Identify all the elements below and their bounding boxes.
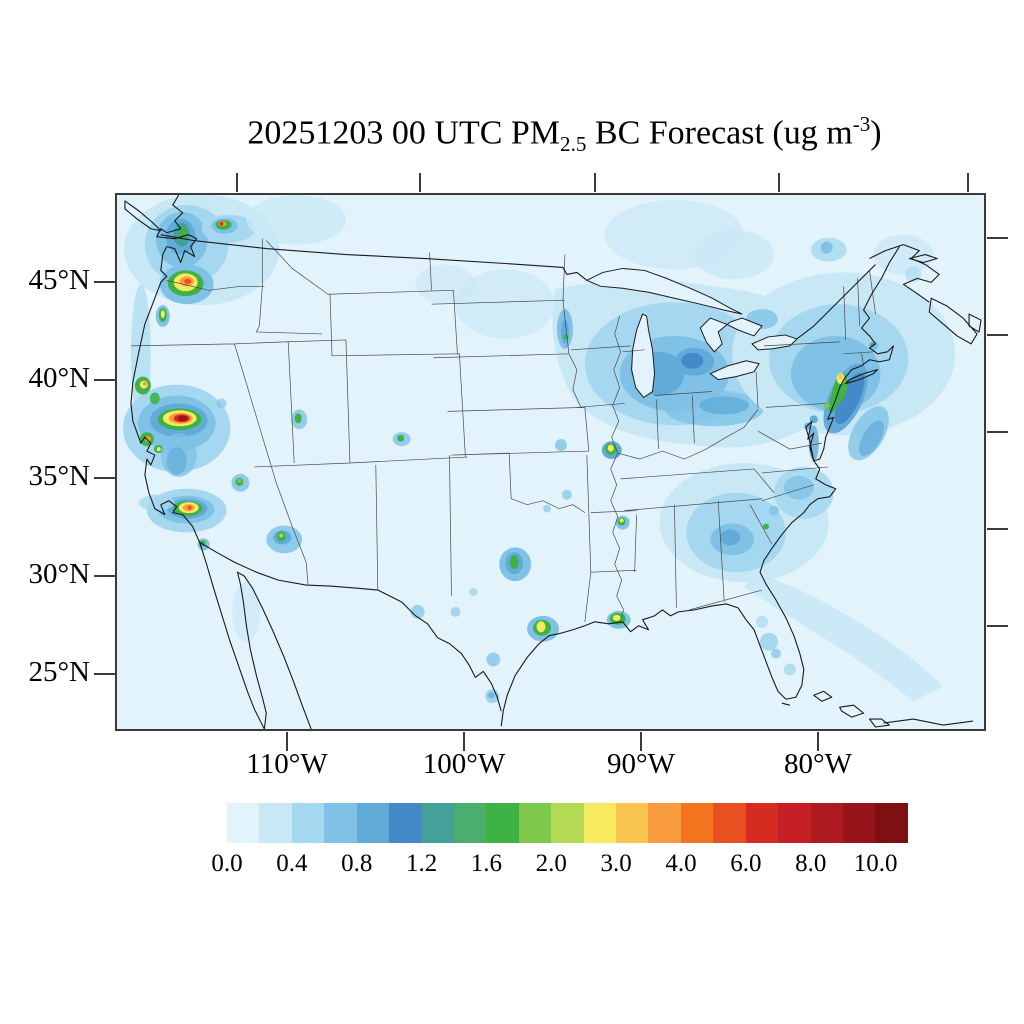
hotspot-southern-california [138, 398, 308, 642]
colorbar-tick-label: 1.6 [470, 850, 503, 877]
top-axis-tick [236, 173, 238, 192]
colorbar-cell [616, 803, 649, 843]
right-axis-tick [987, 431, 1008, 433]
x-axis-label: 110°W [246, 748, 328, 780]
colorbar-cell [713, 803, 746, 843]
long-island [845, 369, 879, 385]
prince-edward-island [908, 254, 938, 264]
y-axis-tick [94, 379, 115, 381]
x-axis-label: 100°W [422, 748, 506, 780]
colorbar-tick-label: 3.0 [600, 850, 632, 877]
colorbar-cell [421, 803, 454, 843]
lake-superior [585, 267, 743, 315]
title-middle: BC Forecast (ug m [586, 114, 853, 152]
colorbar-cell [778, 803, 811, 843]
st-lawrence [796, 264, 876, 340]
lake-huron [699, 317, 763, 353]
colorbar-cell [680, 803, 714, 843]
canada-border [160, 234, 588, 281]
y-axis-tick [94, 281, 115, 283]
top-axis-tick [967, 173, 969, 192]
x-axis-tick [286, 732, 288, 751]
x-axis-tick [463, 732, 465, 751]
lake-ontario [751, 334, 798, 351]
y-axis-tick [94, 477, 115, 479]
right-axis-tick [987, 528, 1008, 530]
x-axis-tick [817, 732, 819, 751]
hotspot-pacific-northwest [123, 195, 280, 424]
colorbar-tick-label: 10.0 [853, 850, 898, 877]
y-axis-label: 45°N [28, 264, 90, 296]
colorbar-cell [843, 803, 876, 843]
top-axis-tick [778, 173, 780, 192]
colorbar-cell [745, 803, 779, 843]
east-gulf-coast [500, 246, 900, 727]
colorbar-cell [583, 803, 617, 843]
colorbar-cell [356, 803, 390, 843]
right-axis-tick [987, 237, 1008, 239]
colorbar-cell [486, 803, 519, 843]
hotspot-northeast [246, 195, 956, 462]
colorbar-tick-label: 6.0 [730, 850, 762, 877]
top-axis-tick [419, 173, 421, 192]
colorbar-cell [518, 803, 552, 843]
title-superscript: -3 [852, 112, 871, 136]
colorbar-tick-label: 2.0 [535, 850, 567, 877]
great-lakes [585, 267, 798, 399]
colorbar-tick-label: 0.0 [211, 850, 243, 877]
title-subscript: 2.5 [560, 132, 587, 157]
bahamas-cuba [781, 690, 974, 728]
vancouver-island [124, 200, 162, 232]
colorbar-tick-label: 0.8 [341, 850, 373, 877]
colorbar-cell [291, 803, 325, 843]
field-southeast [659, 462, 944, 702]
colorbar-tick-label: 0.4 [276, 850, 308, 877]
title-prefix: 20251203 00 UTC PM [247, 114, 561, 152]
top-axis-tick [594, 173, 596, 192]
map-plot-area [115, 193, 986, 731]
y-axis-label: 40°N [28, 362, 90, 394]
colorbar-tick-label: 4.0 [665, 850, 697, 877]
x-axis-label: 90°W [607, 748, 675, 780]
lake-michigan [631, 313, 656, 399]
colorbar [227, 803, 908, 843]
nova-scotia [928, 297, 978, 345]
y-axis-tick [94, 673, 115, 675]
cape-breton [968, 313, 982, 333]
x-axis-tick [640, 732, 642, 751]
state-borders [130, 238, 876, 622]
coastlines [124, 195, 982, 729]
y-axis-label: 35°N [28, 460, 90, 492]
us-forecast-map [117, 195, 984, 729]
y-axis-tick [94, 575, 115, 577]
colorbar-tick-label: 1.2 [405, 850, 438, 877]
maritimes [869, 244, 940, 303]
chart-title: 20251203 00 UTC PM2.5 BC Forecast (ug m-… [129, 112, 1000, 157]
right-axis-tick [987, 625, 1008, 627]
colorbar-tick-label: 8.0 [795, 850, 827, 877]
colorbar-cell [259, 803, 292, 843]
west-coast [130, 195, 312, 729]
y-axis-label: 25°N [28, 656, 90, 688]
colorbar-cell [551, 803, 584, 843]
colorbar-cell [648, 803, 681, 843]
colorbar-cell [453, 803, 487, 843]
colorbar-cell [324, 803, 357, 843]
colorbar-cell [389, 803, 422, 843]
colorbar-cell [810, 803, 844, 843]
colorbar-cell [875, 803, 908, 843]
title-suffix: ) [870, 114, 882, 152]
lake-erie [709, 360, 760, 381]
hotspot-northern-california [122, 376, 231, 477]
y-axis-label: 30°N [28, 558, 90, 590]
colorbar-cell [227, 803, 260, 843]
mexico-border [199, 541, 502, 712]
right-axis-tick [987, 334, 1008, 336]
x-axis-label: 80°W [784, 748, 852, 780]
